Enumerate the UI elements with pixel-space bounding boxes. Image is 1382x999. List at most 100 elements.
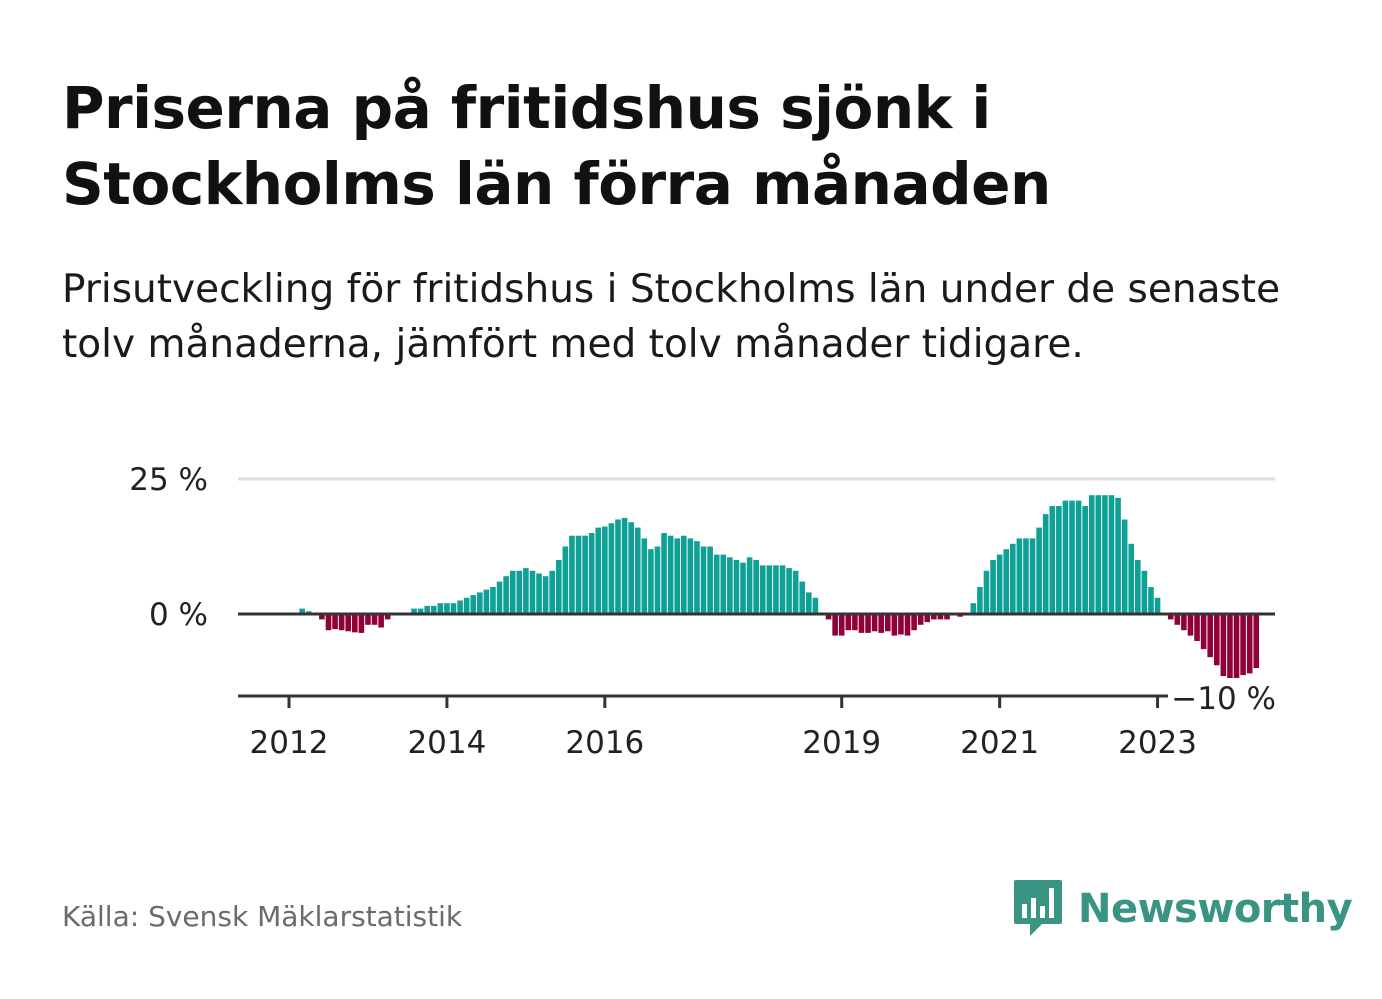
- x-tick-label: 2012: [250, 725, 329, 761]
- bar: [299, 608, 305, 614]
- bar: [1075, 500, 1082, 614]
- bar: [654, 546, 661, 614]
- newsworthy-logo[interactable]: Newsworthy: [1012, 878, 1353, 940]
- bar: [687, 538, 694, 614]
- bar: [345, 614, 352, 632]
- bar: [536, 573, 542, 614]
- bar: [970, 603, 977, 614]
- newsworthy-logo-icon: [1014, 880, 1062, 936]
- bar: [720, 554, 727, 614]
- bar: [792, 570, 799, 614]
- axis-layer: 25 % 0 % −10 % 2012 2014 2016 2019 2021 2023: [129, 462, 1278, 761]
- bar: [1148, 587, 1154, 614]
- bar: [503, 576, 509, 614]
- bar: [931, 614, 937, 620]
- bar: [555, 560, 562, 614]
- bar: [838, 614, 845, 636]
- bar: [1049, 506, 1056, 614]
- chart-subtitle: Prisutveckling för fritidshus i Stockhol…: [62, 267, 1281, 367]
- bar: [1115, 497, 1121, 614]
- bar: [891, 614, 898, 636]
- bar: [1213, 614, 1220, 666]
- bar: [1062, 500, 1069, 614]
- bar: [1003, 549, 1010, 614]
- bar: [1174, 614, 1181, 625]
- bar: [457, 600, 463, 614]
- bar: [806, 592, 812, 614]
- bar: [1207, 614, 1213, 658]
- bar: [904, 614, 911, 636]
- bar: [582, 535, 588, 614]
- bar: [773, 565, 779, 614]
- bar: [417, 608, 424, 614]
- bar: [496, 581, 503, 614]
- bar: [786, 568, 792, 614]
- bar: [746, 557, 753, 614]
- brand-name: Newsworthy: [1078, 886, 1353, 932]
- bar: [1200, 614, 1207, 650]
- bar: [371, 614, 378, 625]
- bar: [424, 605, 430, 614]
- chart-title: Priserna på fritidshus sjönk i Stockholm…: [62, 74, 1051, 218]
- bar: [707, 546, 713, 614]
- bar: [753, 560, 759, 614]
- bar: [358, 614, 365, 633]
- bar: [588, 533, 595, 614]
- bar: [996, 554, 1003, 614]
- bar: [1240, 614, 1246, 676]
- bar: [523, 568, 529, 614]
- bar: [325, 614, 332, 631]
- bar: [878, 614, 884, 633]
- bar: [661, 533, 667, 614]
- bar: [608, 523, 615, 614]
- bar: [845, 614, 852, 631]
- bar: [516, 570, 523, 614]
- bar: [1036, 527, 1042, 614]
- bar: [621, 517, 628, 614]
- bar: [411, 608, 417, 614]
- bar: [1167, 614, 1174, 620]
- bar: [766, 565, 773, 614]
- bar: [1069, 500, 1075, 614]
- bar: [884, 614, 891, 632]
- bar: [384, 614, 391, 620]
- bar: [378, 614, 384, 628]
- bar: [1121, 519, 1128, 614]
- bar: [615, 519, 621, 614]
- bar: [641, 538, 648, 614]
- bar: [332, 614, 338, 630]
- bar: [1029, 538, 1036, 614]
- bar: [1042, 514, 1049, 614]
- bar: [1141, 570, 1148, 614]
- bar: [740, 562, 746, 614]
- bar: [1010, 543, 1016, 614]
- bar: [602, 526, 608, 614]
- bar: [562, 546, 569, 614]
- bar: [1128, 543, 1135, 614]
- bar: [681, 535, 687, 614]
- bar: [319, 614, 325, 620]
- bar: [977, 587, 983, 614]
- bar: [1023, 538, 1029, 614]
- bar: [667, 535, 674, 614]
- bar: [898, 614, 904, 635]
- bar: [437, 603, 444, 614]
- bar: [450, 603, 457, 614]
- bar: [812, 597, 819, 614]
- bar: [365, 614, 371, 625]
- bar: [924, 614, 931, 623]
- y-tick-label: 0 %: [149, 597, 208, 633]
- bar: [779, 565, 786, 614]
- bar: [1108, 495, 1115, 614]
- bar: [634, 527, 641, 614]
- bar: [338, 614, 345, 631]
- bar: [733, 560, 740, 614]
- bar: [549, 570, 555, 614]
- bar: [858, 614, 865, 633]
- x-tick-label: 2021: [960, 725, 1039, 761]
- bar: [483, 589, 490, 614]
- bar: [1154, 597, 1161, 614]
- bar: [1088, 495, 1095, 614]
- bar: [990, 560, 996, 614]
- bar: [569, 535, 575, 614]
